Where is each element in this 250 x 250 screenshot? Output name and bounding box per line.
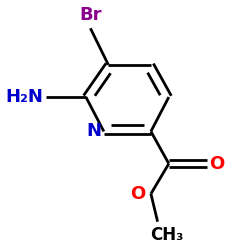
Text: N: N bbox=[86, 122, 102, 140]
Text: O: O bbox=[209, 155, 224, 173]
Text: CH₃: CH₃ bbox=[150, 226, 183, 244]
Text: Br: Br bbox=[79, 6, 102, 24]
Text: O: O bbox=[130, 185, 145, 203]
Text: H₂N: H₂N bbox=[6, 88, 44, 106]
